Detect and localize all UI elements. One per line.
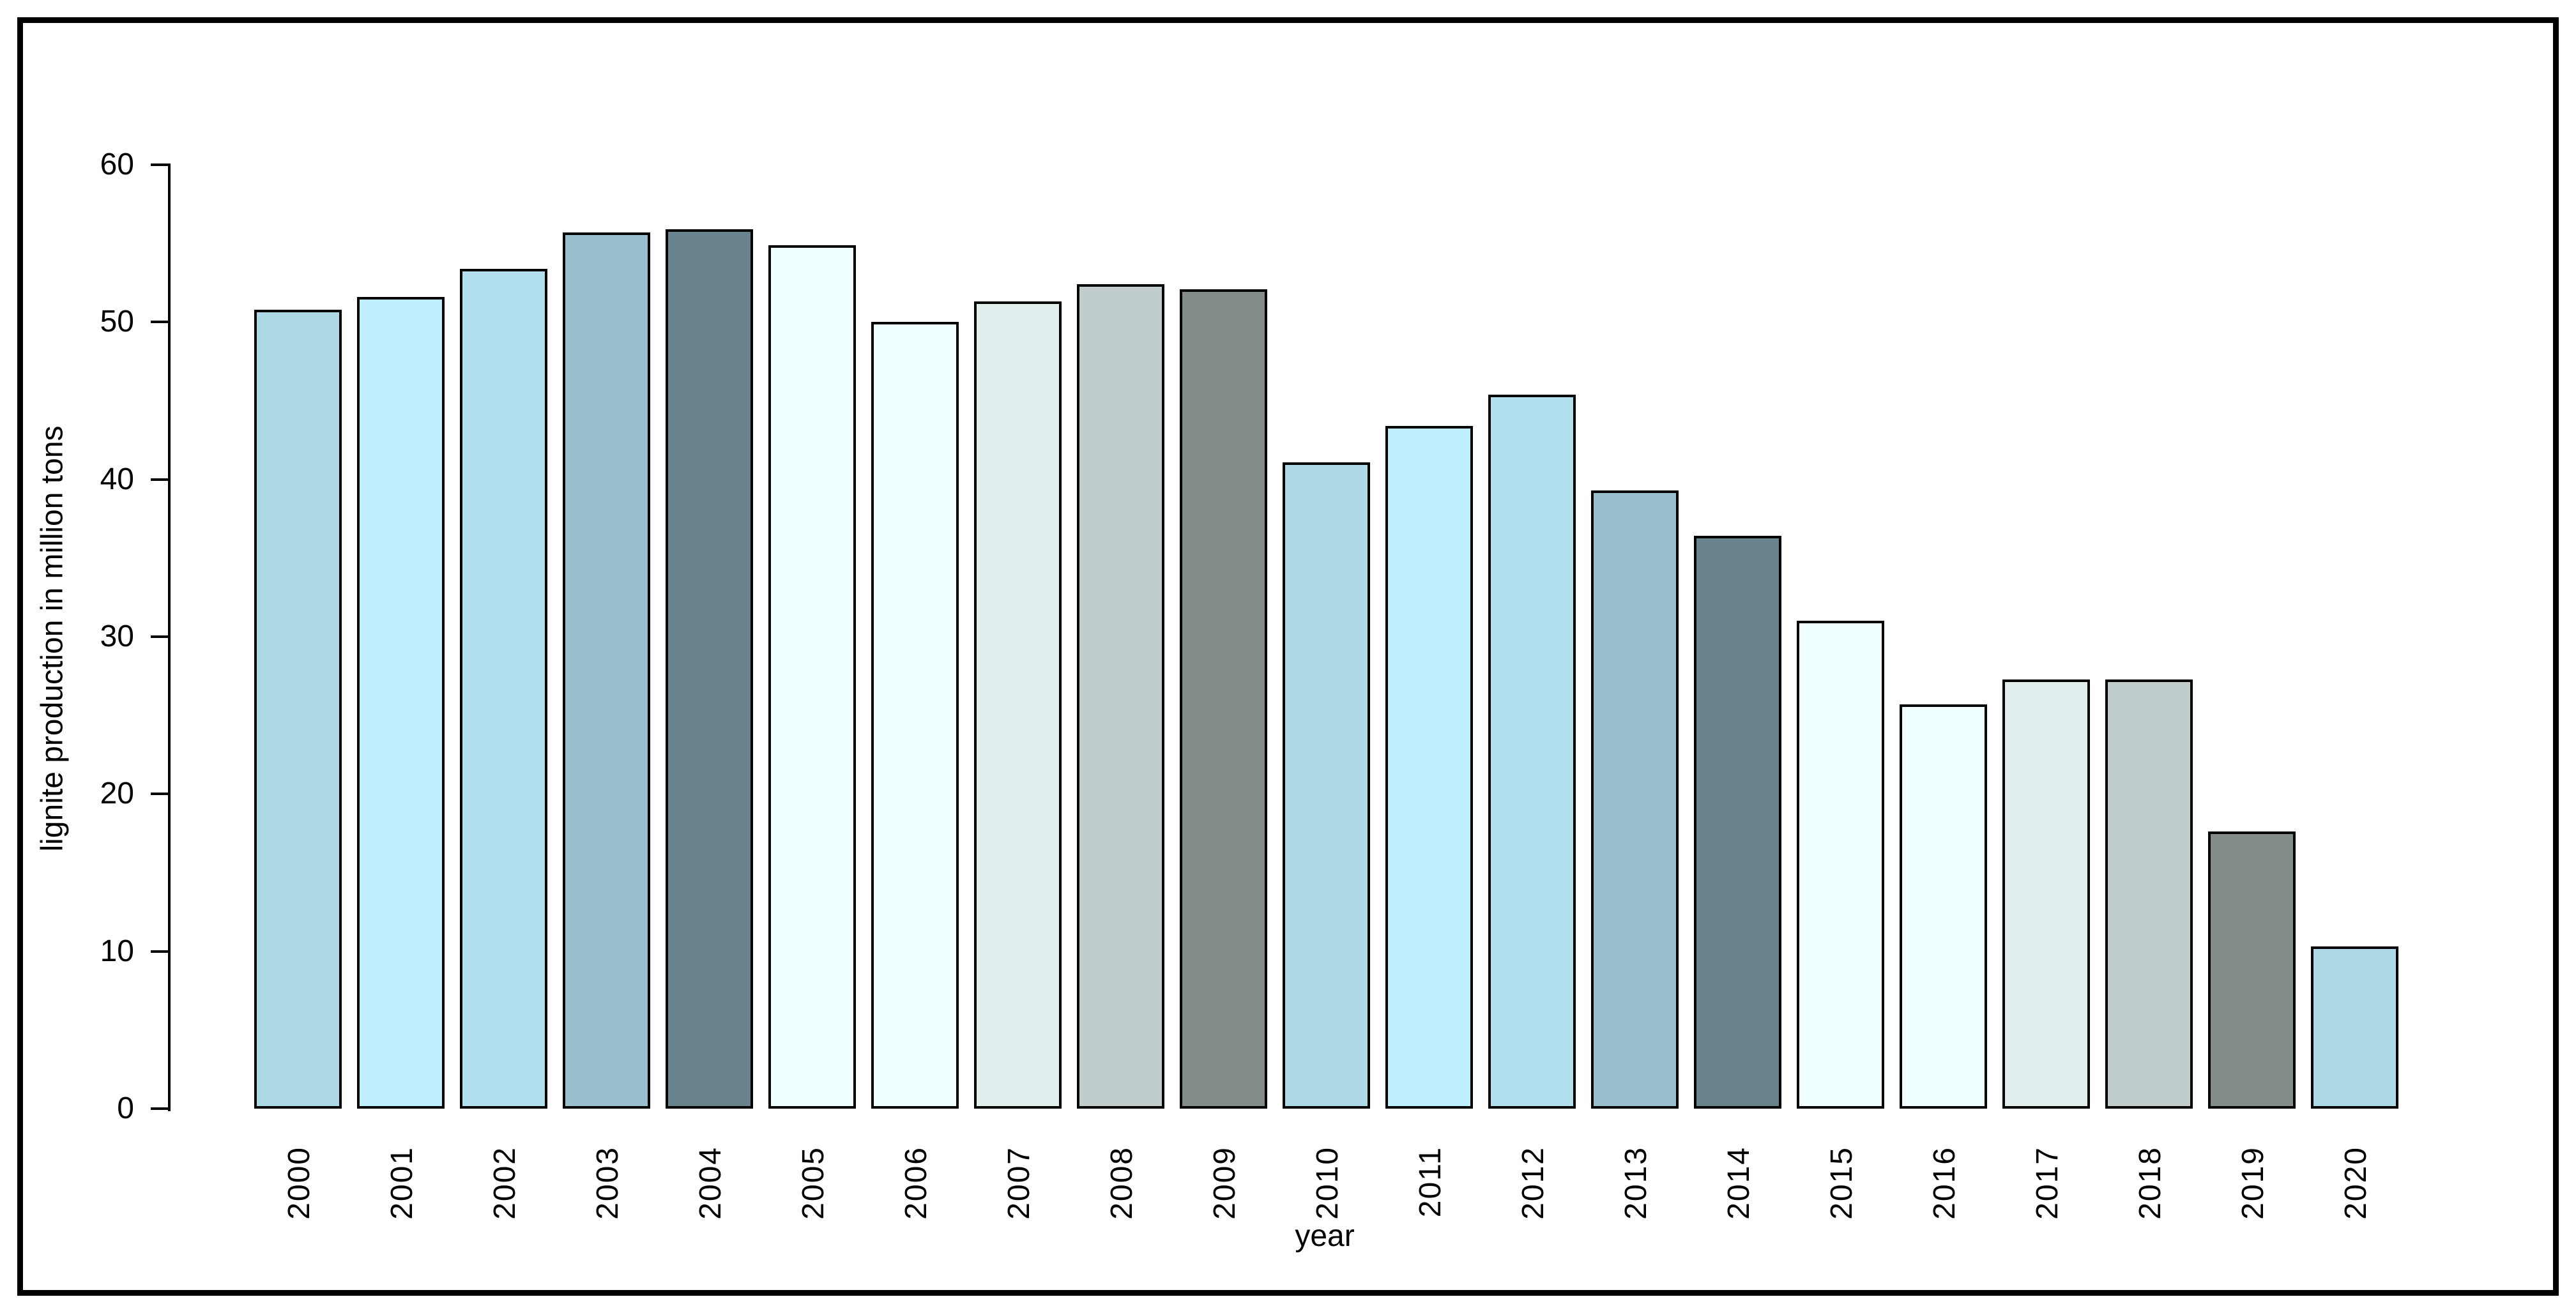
y-tick-label-10: 10 (100, 934, 134, 968)
x-tick-label-2004: 2004 (693, 1146, 728, 1220)
bar-2007 (974, 301, 1062, 1109)
bar-2016 (1900, 704, 1987, 1109)
bar-2015 (1797, 621, 1884, 1109)
x-tick-label-2012: 2012 (1516, 1146, 1550, 1220)
y-tick-label-20: 20 (100, 777, 134, 811)
y-axis-title: lignite production in million tons (35, 425, 70, 852)
y-tick-mark-30 (151, 635, 168, 638)
x-tick-label-2003: 2003 (590, 1146, 625, 1220)
x-tick-label-2014: 2014 (1721, 1146, 1756, 1220)
y-tick-mark-0 (151, 1107, 168, 1110)
bar-2014 (1694, 536, 1781, 1109)
bar-2000 (254, 310, 342, 1109)
y-tick-mark-50 (151, 321, 168, 324)
bar-2004 (666, 229, 753, 1109)
bar-2013 (1591, 490, 1679, 1109)
y-tick-mark-60 (151, 163, 168, 166)
x-axis-title: year (1295, 1219, 1355, 1253)
x-tick-label-2011: 2011 (1413, 1146, 1447, 1218)
bar-2001 (357, 297, 445, 1109)
y-tick-label-60: 60 (100, 148, 134, 181)
y-tick-label-40: 40 (100, 462, 134, 496)
x-tick-label-2007: 2007 (1002, 1146, 1036, 1220)
bar-2018 (2105, 679, 2193, 1109)
x-tick-label-2000: 2000 (282, 1146, 316, 1220)
bar-2008 (1077, 284, 1164, 1109)
x-tick-label-2008: 2008 (1104, 1146, 1139, 1220)
bar-2005 (768, 245, 856, 1109)
bar-2009 (1180, 289, 1267, 1109)
bar-2003 (563, 232, 650, 1109)
x-tick-label-2005: 2005 (796, 1146, 830, 1220)
bar-2019 (2208, 831, 2296, 1109)
x-tick-label-2020: 2020 (2338, 1146, 2373, 1220)
bar-2006 (871, 322, 959, 1109)
bar-2002 (460, 269, 547, 1109)
image-border-frame (17, 17, 2559, 1296)
x-tick-label-2009: 2009 (1207, 1146, 1242, 1220)
bar-2020 (2311, 946, 2398, 1109)
y-tick-mark-20 (151, 793, 168, 796)
y-tick-mark-10 (151, 950, 168, 953)
x-tick-label-2001: 2001 (385, 1146, 419, 1220)
bar-2017 (2002, 679, 2090, 1109)
y-tick-label-0: 0 (117, 1091, 134, 1125)
bar-2012 (1488, 395, 1576, 1109)
x-tick-label-2010: 2010 (1310, 1146, 1345, 1220)
x-tick-label-2017: 2017 (2030, 1146, 2064, 1220)
bar-2011 (1385, 426, 1473, 1109)
x-tick-label-2006: 2006 (899, 1146, 933, 1220)
y-tick-label-50: 50 (100, 305, 134, 339)
x-tick-label-2016: 2016 (1927, 1146, 1962, 1220)
bar-2010 (1283, 462, 1370, 1109)
x-tick-label-2019: 2019 (2236, 1146, 2270, 1220)
x-tick-label-2018: 2018 (2133, 1146, 2167, 1220)
x-tick-label-2002: 2002 (487, 1146, 522, 1220)
x-tick-label-2013: 2013 (1619, 1146, 1653, 1220)
y-tick-mark-40 (151, 478, 168, 481)
y-tick-label-30: 30 (100, 619, 134, 653)
x-tick-label-2015: 2015 (1824, 1146, 1859, 1220)
y-axis-line (168, 163, 171, 1111)
